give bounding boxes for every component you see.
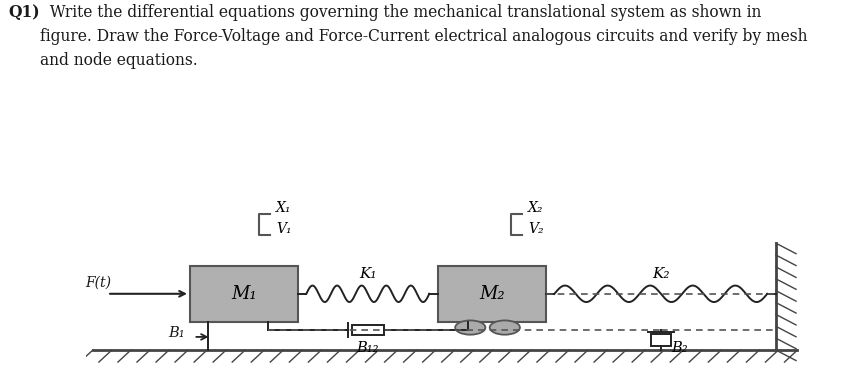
Text: Q1): Q1) xyxy=(9,4,40,21)
Text: Write the differential equations governing the mechanical translational system a: Write the differential equations governi… xyxy=(40,4,808,69)
Text: V₂: V₂ xyxy=(528,222,544,236)
Text: M₁: M₁ xyxy=(231,285,257,303)
Text: X₁: X₁ xyxy=(276,201,292,215)
Text: M₂: M₂ xyxy=(479,285,505,303)
Text: B₂: B₂ xyxy=(672,341,688,354)
Text: X₂: X₂ xyxy=(528,201,544,215)
Text: V₁: V₁ xyxy=(276,222,292,236)
Ellipse shape xyxy=(455,320,485,335)
Text: B₁₂: B₁₂ xyxy=(357,341,379,354)
Text: K₁: K₁ xyxy=(359,267,377,281)
Bar xyxy=(438,265,546,322)
Bar xyxy=(651,334,671,346)
Text: K₂: K₂ xyxy=(652,267,669,281)
Ellipse shape xyxy=(490,320,520,335)
Text: B₁: B₁ xyxy=(169,326,185,340)
Bar xyxy=(190,265,298,322)
Text: F(t): F(t) xyxy=(86,276,111,290)
Bar xyxy=(352,325,384,335)
